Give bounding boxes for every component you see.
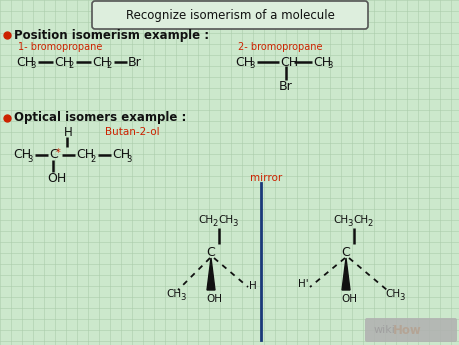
Text: C: C (340, 246, 349, 258)
Text: 3: 3 (326, 61, 332, 70)
Text: 2: 2 (106, 61, 111, 70)
Text: 3: 3 (346, 219, 352, 228)
Text: 3: 3 (231, 219, 237, 228)
Text: 2: 2 (366, 219, 371, 228)
Text: 3: 3 (248, 61, 254, 70)
Text: CH: CH (112, 148, 130, 161)
Text: OH: OH (47, 171, 66, 185)
Text: Butan-2-ol: Butan-2-ol (105, 127, 159, 137)
Text: 3: 3 (398, 294, 403, 303)
Text: 2- bromopropane: 2- bromopropane (237, 42, 322, 52)
Text: 3: 3 (27, 155, 32, 164)
Text: Br: Br (128, 56, 141, 69)
Text: H: H (64, 126, 73, 138)
FancyBboxPatch shape (364, 318, 456, 342)
Text: 1- bromopropane: 1- bromopropane (18, 42, 102, 52)
Polygon shape (341, 258, 349, 290)
Text: *: * (56, 148, 61, 158)
Text: H': H' (297, 279, 308, 289)
Text: CH: CH (332, 215, 347, 225)
Text: Position isomerism example :: Position isomerism example : (14, 29, 209, 41)
Text: CH: CH (166, 289, 181, 299)
Text: CH: CH (312, 56, 330, 69)
Text: CH: CH (13, 148, 31, 161)
Text: 3: 3 (30, 61, 35, 70)
Text: Optical isomers example :: Optical isomers example : (14, 111, 186, 125)
Text: OH: OH (206, 294, 222, 304)
Text: CH: CH (218, 215, 233, 225)
Text: CH: CH (384, 289, 399, 299)
Text: 2: 2 (90, 155, 95, 164)
Text: Br: Br (279, 80, 292, 93)
Text: Recognize isomerism of a molecule: Recognize isomerism of a molecule (125, 9, 334, 21)
Text: CH: CH (197, 215, 213, 225)
Text: mirror: mirror (249, 173, 282, 183)
Text: CH: CH (16, 56, 34, 69)
Text: C: C (206, 246, 214, 258)
Text: CH: CH (92, 56, 110, 69)
Text: wiki: wiki (373, 325, 395, 335)
Text: CH: CH (235, 56, 252, 69)
FancyBboxPatch shape (92, 1, 367, 29)
Text: CH: CH (280, 56, 297, 69)
Text: OH: OH (340, 294, 356, 304)
Text: C: C (49, 148, 58, 161)
Text: 2: 2 (68, 61, 73, 70)
Text: 3: 3 (126, 155, 131, 164)
Text: H: H (248, 281, 256, 291)
Text: 2: 2 (212, 219, 217, 228)
Text: CH: CH (54, 56, 72, 69)
Text: How: How (392, 324, 421, 336)
Polygon shape (207, 258, 214, 290)
Text: CH: CH (76, 148, 94, 161)
Text: 3: 3 (179, 294, 185, 303)
Text: CH: CH (352, 215, 367, 225)
